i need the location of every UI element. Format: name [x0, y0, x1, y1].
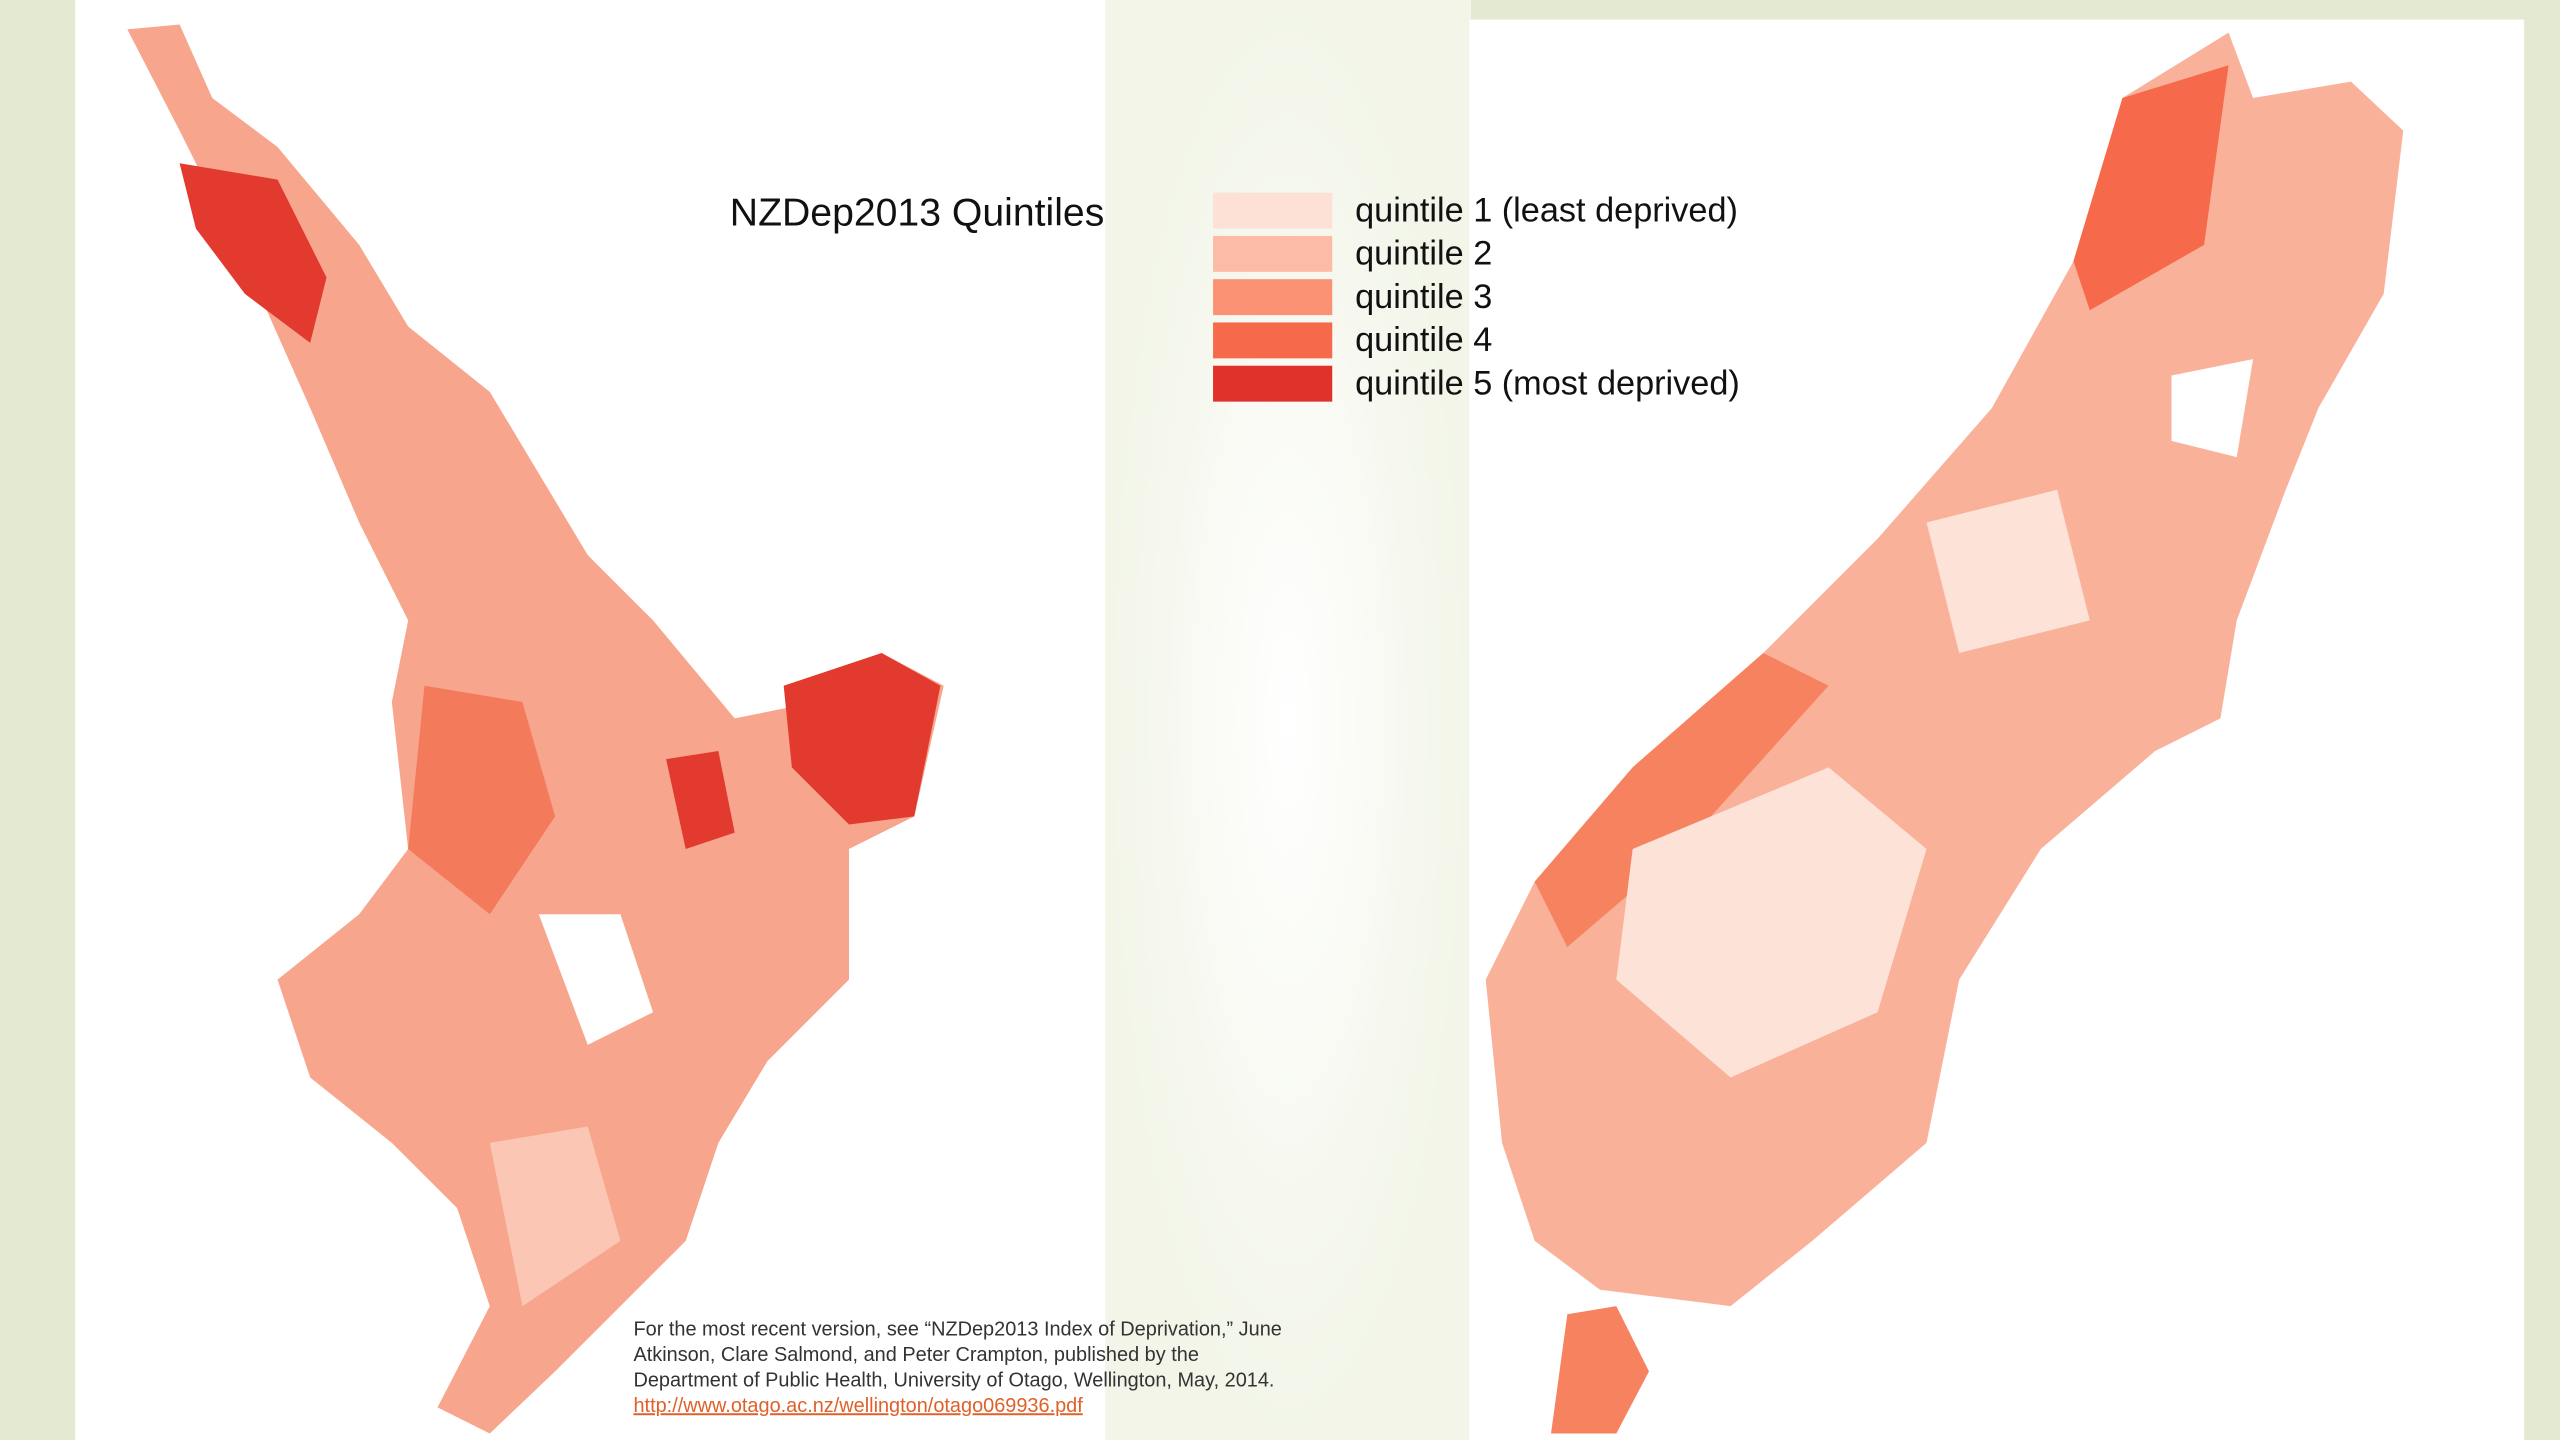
citation: For the most recent version, see “NZDep2… [633, 1319, 1281, 1418]
citation-line: Department of Public Health, University … [633, 1369, 1274, 1391]
region-patch [783, 653, 941, 825]
region-patch [2073, 65, 2229, 311]
region-patch [408, 685, 556, 915]
region-patch [1534, 653, 1829, 947]
region-patch [1616, 767, 1927, 1078]
legend-label: quintile 2 [1355, 235, 1492, 273]
citation-line: For the most recent version, see “NZDep2… [633, 1319, 1281, 1341]
island-shape [127, 24, 944, 1434]
stewart-island [1551, 1306, 1649, 1434]
legend-label: quintile 4 [1355, 321, 1492, 359]
citation-line: Atkinson, Clare Salmond, and Peter Cramp… [633, 1344, 1198, 1366]
region-patch [489, 1126, 621, 1307]
legend-swatch [1213, 235, 1333, 272]
legend-swatch [1213, 192, 1333, 229]
region-patch [538, 914, 654, 1045]
north-island-map [127, 24, 944, 1434]
region-patch [1926, 489, 2090, 654]
citation-link[interactable]: http://www.otago.ac.nz/wellington/otago0… [633, 1395, 1083, 1417]
region-patch [2171, 359, 2254, 458]
legend-label: quintile 5 (most deprived) [1355, 364, 1740, 402]
region-patch [179, 163, 327, 343]
legend-label: quintile 3 [1355, 278, 1492, 316]
legend: quintile 1 (least deprived) quintile 2 qui… [1213, 191, 1740, 402]
legend-title: NZDep2013 Quintiles [730, 191, 1105, 234]
south-island-map [1485, 32, 2404, 1434]
region-patch [666, 751, 735, 849]
legend-swatch [1213, 322, 1333, 359]
legend-swatch [1213, 279, 1333, 316]
legend-label: quintile 1 (least deprived) [1355, 191, 1738, 229]
legend-swatch [1213, 365, 1333, 402]
